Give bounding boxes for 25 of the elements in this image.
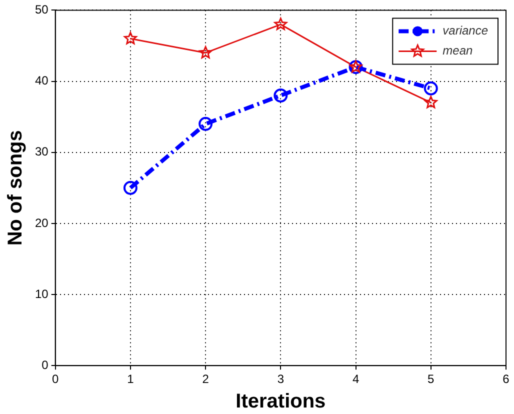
point (199, 46, 212, 58)
point (424, 96, 438, 108)
y-tick-label: 30 (34, 144, 49, 159)
legend-label: mean (442, 44, 473, 58)
x-tick-label: 4 (352, 372, 360, 386)
x-tick-label: 1 (127, 372, 134, 386)
y-tick-label: 10 (34, 286, 49, 301)
x-tick-label: 6 (502, 372, 510, 386)
y-tick-label: 40 (34, 74, 49, 88)
y-tick-label: 20 (34, 216, 49, 230)
point (124, 32, 137, 44)
x-tick-label: 3 (277, 372, 284, 386)
point (274, 88, 288, 102)
y-tick-label: 0 (42, 358, 49, 372)
point (123, 180, 138, 195)
point (424, 81, 438, 96)
y-axis-title: No of songs (4, 130, 27, 246)
x-axis-title: Iterations (236, 390, 326, 413)
y-tick-label: 50 (34, 2, 49, 17)
point (198, 116, 213, 131)
legend-label: variance (442, 24, 488, 38)
point (274, 18, 288, 30)
x-tick-label: 5 (428, 372, 435, 386)
x-tick-label: 2 (202, 372, 210, 386)
x-tick-label: 0 (52, 372, 60, 386)
